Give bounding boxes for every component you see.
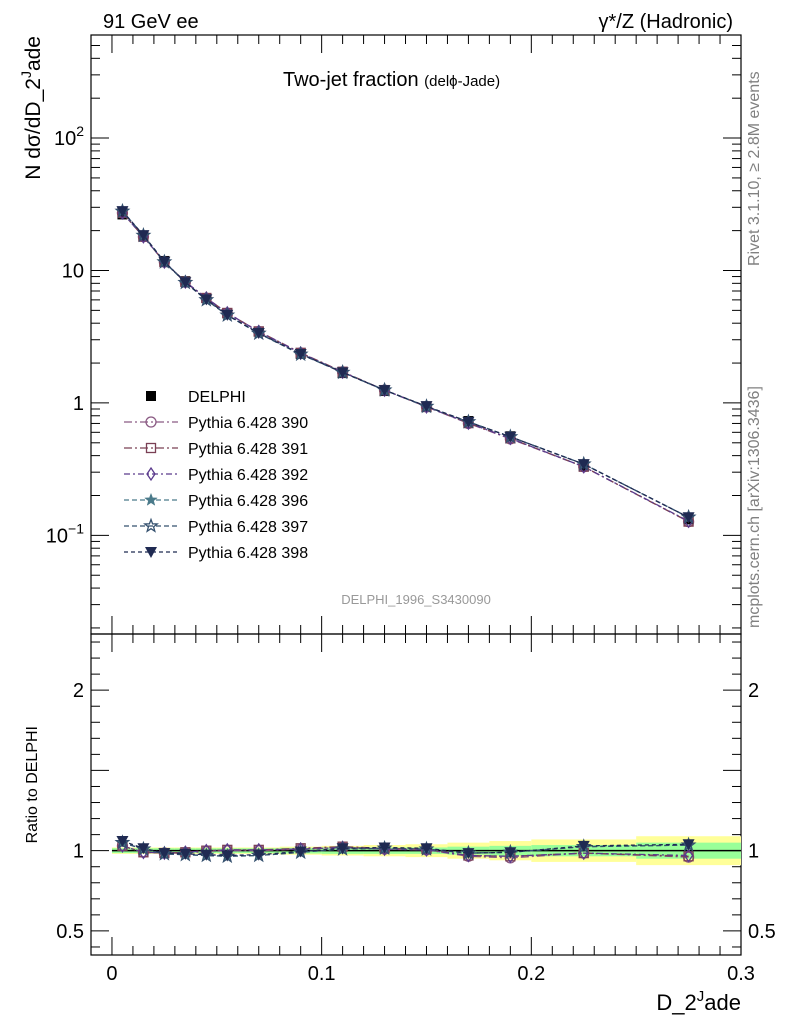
main-y-axis: 10−1 1 10 102 [46,34,741,629]
legend-marker [145,547,157,558]
legend-label: Pythia 6.428 392 [188,467,308,484]
y-tick-label: 10 [62,260,84,282]
ratio-point [577,840,590,852]
data-point [179,277,192,289]
main-x-ticks [111,35,742,634]
data-point [294,349,307,361]
ratio-y-tick-label: 2 [73,680,84,702]
energy-label: 91 GeV ee [103,11,199,33]
legend-marker [144,492,158,506]
legend-label: Pythia 6.428 396 [188,493,308,510]
legend-label: Pythia 6.428 398 [188,545,308,562]
data-point [420,401,433,413]
legend-item: Pythia 6.428 390 [124,415,308,432]
main-y-axis-title: N dσ/dD_2Jade [18,36,45,180]
ratio-point [420,843,433,855]
legend-marker [143,517,159,533]
plot-title-sub: (delϕ-Jade) [424,73,500,90]
ratio-y-tick-label: 0.5 [56,921,84,943]
plot-title: Two-jet fraction (delϕ-Jade) [283,69,500,91]
ratio-y-tick-label-right: 1 [748,841,759,863]
ratio-point [137,843,150,855]
analysis-id-label: DELPHI_1996_S3430090 [341,592,491,607]
data-point [378,385,391,397]
ratio-point [158,848,171,860]
process-label: γ*/Z (Hadronic) [599,11,733,33]
legend-label: Pythia 6.428 391 [188,441,308,458]
legend-marker [146,466,156,482]
data-point [116,206,129,218]
series-pythia-6-428-398 [116,206,695,524]
legend-item: Pythia 6.428 396 [124,492,308,510]
ratio-point [116,836,129,848]
ratio-plot-frame [90,633,742,956]
data-point [504,431,517,443]
rivet-version-label: Rivet 3.1.10, ≥ 2.8M events [746,71,763,266]
data-point [252,328,265,340]
y-tick-label: 1 [73,393,84,415]
data-point [462,416,475,428]
data-point [336,367,349,379]
x-tick-label: 0.3 [727,963,755,985]
data-point [221,309,234,321]
ratio-point [683,848,694,863]
ratio-series-pythia-6-428-398 [116,836,695,862]
legend-item: Pythia 6.428 398 [124,545,308,562]
ratio-point [378,842,391,854]
legend-item: Pythia 6.428 397 [124,517,308,536]
plot-title-main: Two-jet fraction [283,69,424,91]
legend-label: Pythia 6.428 390 [188,415,308,432]
ratio-y-tick-label: 1 [73,841,84,863]
data-point [577,459,590,471]
data-point [682,512,695,524]
ratio-point [462,848,475,860]
legend-item: Pythia 6.428 391 [124,441,308,458]
ratio-point [179,848,192,860]
legend: DELPHI Pythia 6.428 390 Pythia 6.428 391 Py… [124,389,308,562]
legend-marker [145,416,157,428]
ratio-y-tick-label-right: 2 [748,680,759,702]
legend-marker [146,391,156,401]
x-axis-title: D_2Jade [656,988,741,1015]
ratio-point [200,849,213,861]
ratio-point [294,846,307,858]
source-label: mcplots.cern.ch [arXiv:1306.3436] [746,386,763,628]
x-tick-label: 0.1 [308,963,336,985]
x-tick-label: 0.2 [517,963,545,985]
legend-item: DELPHI [146,389,246,406]
ratio-point [336,843,349,855]
x-tick-label: 0 [106,963,117,985]
legend-label: Pythia 6.428 397 [188,519,308,536]
data-point [158,256,171,268]
legend-marker [145,442,157,454]
ratio-point [504,847,517,859]
y-tick-label: 102 [54,123,84,150]
ratio-point [221,850,234,862]
ratio-y-tick-label-right: 0.5 [748,921,776,943]
y-tick-label: 10−1 [46,520,84,547]
ratio-line [122,840,689,857]
ratio-point [682,839,695,851]
ratio-y-axis-title: Ratio to DELPHI [24,726,41,843]
ratio-y-axis: 0.5 0.5 1 1 2 2 [56,641,776,948]
data-point [200,294,213,306]
ratio-x-axis: 0 0.1 0.2 0.3 [106,634,755,985]
legend-label: DELPHI [188,389,246,406]
data-point [137,230,150,242]
ratio-point [252,849,265,861]
legend-item: Pythia 6.428 392 [124,466,308,484]
